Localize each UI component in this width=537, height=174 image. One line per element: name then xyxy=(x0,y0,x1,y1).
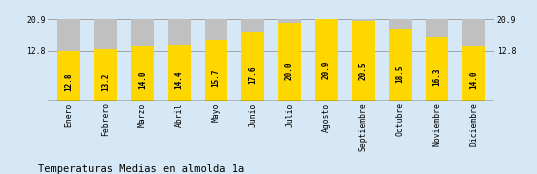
Text: 20.0: 20.0 xyxy=(285,62,294,81)
Bar xyxy=(425,37,448,101)
Bar xyxy=(57,51,80,101)
Bar xyxy=(205,19,227,101)
Bar xyxy=(352,21,375,101)
Text: 17.6: 17.6 xyxy=(248,66,257,84)
Text: 18.5: 18.5 xyxy=(396,64,404,83)
Bar xyxy=(94,19,117,101)
Bar xyxy=(57,19,80,101)
Text: 14.0: 14.0 xyxy=(469,71,478,89)
Text: 16.3: 16.3 xyxy=(432,68,441,86)
Text: 15.7: 15.7 xyxy=(212,68,220,87)
Text: Temperaturas Medias en almolda 1a: Temperaturas Medias en almolda 1a xyxy=(38,164,244,174)
Text: 13.2: 13.2 xyxy=(101,72,110,91)
Text: 12.8: 12.8 xyxy=(64,73,73,91)
Bar xyxy=(462,19,485,101)
Bar xyxy=(241,32,264,101)
Bar xyxy=(425,19,448,101)
Bar xyxy=(315,19,338,101)
Text: 20.9: 20.9 xyxy=(322,61,331,79)
Bar xyxy=(462,46,485,101)
Bar xyxy=(389,19,411,101)
Text: 20.5: 20.5 xyxy=(359,61,368,80)
Text: 14.4: 14.4 xyxy=(175,70,184,89)
Text: 14.0: 14.0 xyxy=(138,71,147,89)
Bar xyxy=(241,19,264,101)
Bar xyxy=(278,23,301,101)
Bar xyxy=(278,19,301,101)
Bar xyxy=(389,29,411,101)
Bar xyxy=(94,49,117,101)
Bar xyxy=(315,19,338,101)
Bar xyxy=(168,45,191,101)
Bar xyxy=(168,19,191,101)
Bar xyxy=(131,46,154,101)
Bar xyxy=(131,19,154,101)
Bar xyxy=(352,19,375,101)
Bar xyxy=(205,40,227,101)
